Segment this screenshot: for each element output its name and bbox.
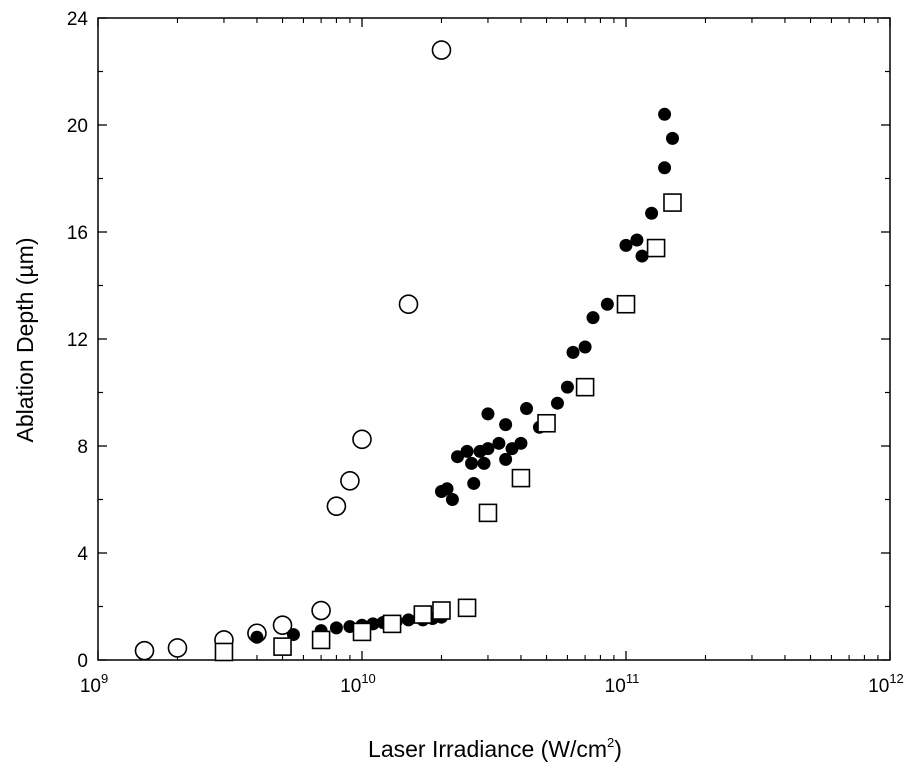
open-square-point — [537, 413, 556, 433]
open-square-point — [616, 294, 636, 314]
filled-circle-point — [481, 407, 495, 421]
open-square-point — [478, 503, 498, 523]
filled-circle-point — [492, 436, 506, 450]
open-square-point — [511, 468, 531, 488]
y-tick-label: 4 — [77, 544, 88, 565]
filled-circle-point — [499, 418, 513, 432]
x-tick-label: 1010 — [340, 671, 376, 697]
filled-circle-point — [499, 452, 513, 466]
filled-circle-point — [560, 380, 574, 394]
open-circle-point — [398, 294, 419, 315]
open-square-point — [352, 622, 372, 642]
filled-circle-point — [467, 476, 481, 490]
open-square-point — [575, 377, 595, 397]
filled-circle-point — [635, 249, 649, 263]
filled-circle-point — [578, 340, 592, 354]
x-tick-label: 1012 — [868, 671, 904, 697]
filled-circle-point — [600, 297, 614, 311]
open-circle-point — [167, 638, 188, 658]
filled-circle-point — [630, 233, 644, 247]
x-axis-title-sup: 2 — [607, 735, 614, 750]
filled-circle-point — [566, 345, 580, 359]
filled-circle-point — [460, 444, 474, 458]
open-square-point — [457, 598, 477, 618]
filled-circle-point — [665, 131, 679, 145]
open-square-point — [214, 642, 234, 662]
filled-circle-point — [465, 456, 479, 470]
y-tick-label: 0 — [77, 651, 88, 672]
tick-labels: 0 4 8 12 16 20 24 109 1010 1011 1012 — [67, 9, 904, 697]
filled-circle-point — [440, 482, 454, 496]
x-axis-title-close: ) — [614, 736, 622, 762]
filled-circle-point — [550, 396, 564, 410]
plot-frame — [97, 17, 891, 661]
filled-circle-point — [250, 630, 264, 644]
x-axis-title-main: Laser Irradiance (W/cm — [368, 736, 607, 762]
open-circle-point — [326, 496, 347, 516]
filled-circle-point — [445, 493, 459, 506]
open-square-point — [273, 637, 292, 656]
open-square-point — [413, 605, 433, 624]
filled-circle-point — [450, 450, 464, 464]
open-square-point — [311, 630, 331, 650]
filled-circle-point — [658, 161, 672, 175]
plot-area — [97, 17, 891, 661]
y-tick-label: 8 — [77, 437, 88, 458]
open-circle-point — [272, 615, 293, 636]
open-square-point — [646, 238, 666, 258]
filled-circle-point — [481, 442, 495, 456]
y-tick-label: 12 — [67, 330, 88, 351]
filled-circle-point — [514, 436, 528, 450]
open-circle-point — [340, 470, 360, 491]
filled-circle-point — [477, 456, 491, 470]
open-circle-point — [134, 640, 155, 661]
y-tick-label: 24 — [67, 9, 89, 30]
open-circle-point — [352, 429, 372, 450]
filled-circle-point — [658, 107, 672, 121]
filled-circle-point — [586, 311, 600, 325]
x-axis-title: Laser Irradiance (W/cm2) — [368, 735, 622, 762]
filled-circle-point — [520, 402, 534, 416]
filled-circle-point — [329, 621, 343, 635]
y-axis-title: Ablation Depth (µm) — [12, 237, 38, 442]
x-tick-label: 109 — [80, 671, 108, 697]
y-tick-label: 20 — [67, 116, 88, 137]
open-circle-point — [311, 600, 331, 621]
data-points — [134, 40, 682, 662]
filled-circle-point — [619, 238, 633, 252]
filled-circle-point — [645, 206, 659, 220]
open-square-point — [663, 193, 682, 212]
filled-circle-point — [401, 613, 415, 627]
x-tick-label: 1011 — [605, 671, 640, 697]
open-square-point — [382, 614, 402, 634]
axis-ticks — [97, 17, 891, 661]
open-circle-point — [431, 40, 452, 60]
y-tick-label: 16 — [67, 223, 88, 244]
open-square-point — [432, 601, 451, 620]
